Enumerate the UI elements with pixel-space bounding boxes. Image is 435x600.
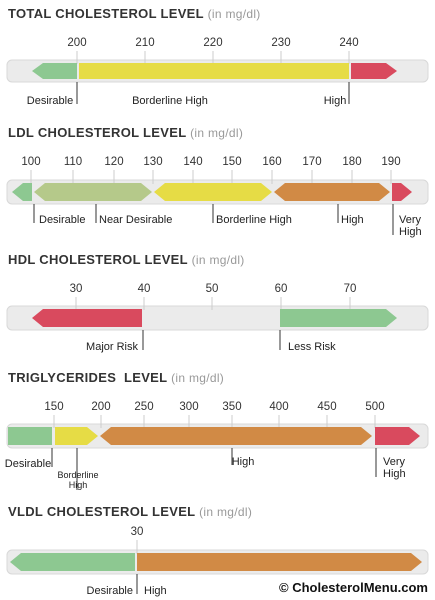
range-label: Very	[399, 214, 422, 226]
range-label: High	[69, 480, 88, 490]
tick-label: 230	[271, 37, 290, 49]
tick-label: 170	[302, 156, 321, 168]
range-segment	[137, 553, 422, 571]
tick-label: 250	[134, 401, 153, 413]
range-segment	[375, 427, 420, 445]
range-label: Desirable	[87, 585, 133, 597]
tick-label: 50	[206, 283, 219, 295]
panel-title: LDL CHOLESTEROL LEVEL (in mg/dl)	[8, 125, 243, 140]
tick-label: 140	[183, 156, 202, 168]
tick-label: 110	[64, 156, 82, 168]
range-label: Borderline High	[132, 95, 208, 107]
panel-title: HDL CHOLESTEROL LEVEL (in mg/dl)	[8, 252, 245, 267]
range-label: Desirable	[5, 458, 51, 470]
range-segment	[274, 183, 390, 201]
title-text: VLDL CHOLESTEROL LEVEL	[8, 504, 195, 519]
unit-text: (in mg/dl)	[192, 253, 245, 267]
range-segment	[79, 63, 349, 79]
range-label: High	[144, 585, 167, 597]
tick-label: 200	[67, 37, 86, 49]
tick-label: 180	[342, 156, 361, 168]
range-label: Near Desirable	[99, 214, 172, 226]
title-text: LDL CHOLESTEROL LEVEL	[8, 125, 186, 140]
range-label: Desirable	[27, 95, 73, 107]
range-segment	[154, 183, 272, 201]
tick-label: 40	[138, 283, 151, 295]
tick-label: 160	[262, 156, 281, 168]
tick-label: 30	[70, 283, 83, 295]
tick-label: 150	[222, 156, 241, 168]
range-label: Borderline High	[216, 214, 292, 226]
range-segment	[392, 183, 412, 201]
tick-label: 210	[135, 37, 154, 49]
range-segment	[12, 183, 32, 201]
tick-label: 120	[104, 156, 123, 168]
range-segment	[32, 309, 142, 327]
range-label: Borderline	[57, 470, 98, 480]
range-label: Less Risk	[288, 341, 336, 353]
tick-label: 240	[339, 37, 358, 49]
tick-label: 30	[131, 526, 144, 538]
tick-label: 60	[275, 283, 288, 295]
panel-title: VLDL CHOLESTEROL LEVEL (in mg/dl)	[8, 504, 252, 519]
range-label: High	[399, 226, 422, 238]
tick-label: 190	[381, 156, 400, 168]
unit-text: (in mg/dl)	[190, 126, 243, 140]
range-segment	[34, 183, 152, 201]
tick-label: 100	[21, 156, 40, 168]
title-text: TOTAL CHOLESTEROL LEVEL	[8, 6, 204, 21]
range-label: High	[324, 95, 347, 107]
range-label: High	[383, 468, 406, 480]
unit-text: (in mg/dl)	[208, 7, 261, 21]
title-text: TRIGLYCERIDES LEVEL	[8, 370, 167, 385]
range-segment	[55, 427, 98, 445]
tick-label: 70	[344, 283, 357, 295]
tick-label: 500	[365, 401, 384, 413]
tick-label: 200	[91, 401, 110, 413]
tick-label: 130	[143, 156, 162, 168]
unit-text: (in mg/dl)	[199, 505, 252, 519]
range-label: Very	[383, 456, 406, 468]
tick-label: 450	[317, 401, 336, 413]
credit: © CholesterolMenu.com	[279, 580, 428, 595]
range-segment	[351, 63, 397, 79]
range-label: Desirable	[39, 214, 85, 226]
tick-label: 400	[269, 401, 288, 413]
tick-label: 300	[179, 401, 198, 413]
range-segment	[10, 553, 135, 571]
range-label: High	[232, 456, 255, 468]
panel-title: TRIGLYCERIDES LEVEL (in mg/dl)	[8, 370, 224, 385]
range-segment	[8, 427, 52, 445]
range-label: High	[341, 214, 364, 226]
panel-title: TOTAL CHOLESTEROL LEVEL (in mg/dl)	[8, 6, 261, 21]
title-text: HDL CHOLESTEROL LEVEL	[8, 252, 188, 267]
range-segment	[100, 427, 372, 445]
range-label: Major Risk	[86, 341, 138, 353]
range-segment	[280, 309, 397, 327]
tick-label: 350	[222, 401, 241, 413]
tick-label: 150	[44, 401, 63, 413]
range-segment	[32, 63, 77, 79]
tick-label: 220	[203, 37, 222, 49]
unit-text: (in mg/dl)	[171, 371, 224, 385]
